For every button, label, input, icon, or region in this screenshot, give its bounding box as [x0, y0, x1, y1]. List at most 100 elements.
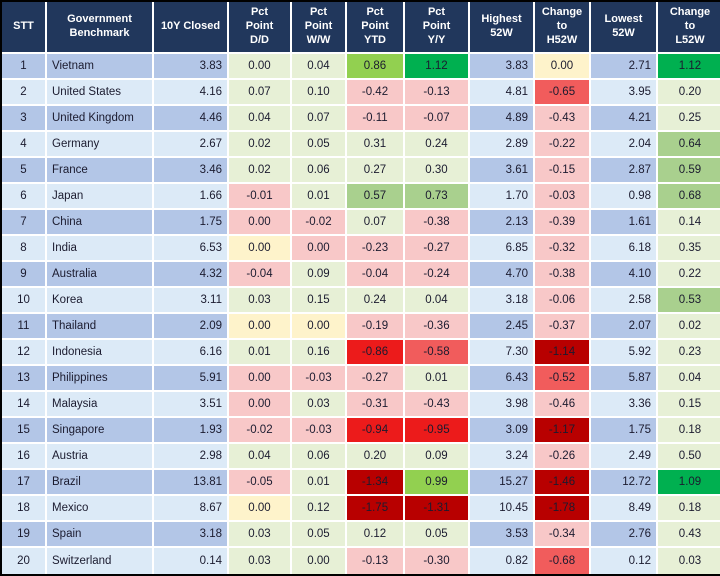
cell-high[interactable]: 4.81: [470, 80, 535, 106]
cell-chg_l[interactable]: 0.43: [658, 522, 720, 548]
cell-low[interactable]: 4.10: [591, 262, 658, 288]
cell-chg_l[interactable]: 0.18: [658, 418, 720, 444]
cell-chg_l[interactable]: 0.35: [658, 236, 720, 262]
cell-yy[interactable]: -0.58: [405, 340, 470, 366]
cell-stt[interactable]: 17: [2, 470, 47, 496]
cell-country[interactable]: Malaysia: [47, 392, 154, 418]
cell-ww[interactable]: 0.01: [292, 184, 347, 210]
cell-yy[interactable]: 0.09: [405, 444, 470, 470]
cell-ytd[interactable]: -0.11: [347, 106, 405, 132]
cell-ww[interactable]: 0.10: [292, 80, 347, 106]
cell-stt[interactable]: 15: [2, 418, 47, 444]
cell-country[interactable]: Singapore: [47, 418, 154, 444]
cell-chg_h[interactable]: -0.43: [535, 106, 591, 132]
cell-ww[interactable]: 0.01: [292, 470, 347, 496]
cell-high[interactable]: 6.43: [470, 366, 535, 392]
cell-closed[interactable]: 1.66: [154, 184, 229, 210]
cell-yy[interactable]: 1.12: [405, 54, 470, 80]
cell-ww[interactable]: 0.05: [292, 132, 347, 158]
cell-stt[interactable]: 1: [2, 54, 47, 80]
cell-low[interactable]: 2.76: [591, 522, 658, 548]
cell-ww[interactable]: 0.03: [292, 392, 347, 418]
cell-ytd[interactable]: 0.27: [347, 158, 405, 184]
cell-ww[interactable]: 0.16: [292, 340, 347, 366]
cell-ww[interactable]: 0.06: [292, 158, 347, 184]
cell-ytd[interactable]: -0.94: [347, 418, 405, 444]
cell-dd[interactable]: 0.03: [229, 548, 292, 574]
cell-high[interactable]: 3.24: [470, 444, 535, 470]
cell-country[interactable]: France: [47, 158, 154, 184]
cell-chg_h[interactable]: -0.03: [535, 184, 591, 210]
header-change-to-l52w[interactable]: Change to L52W: [658, 2, 720, 54]
cell-dd[interactable]: 0.00: [229, 392, 292, 418]
cell-chg_l[interactable]: 0.02: [658, 314, 720, 340]
cell-closed[interactable]: 5.91: [154, 366, 229, 392]
cell-closed[interactable]: 6.16: [154, 340, 229, 366]
cell-low[interactable]: 2.71: [591, 54, 658, 80]
cell-low[interactable]: 5.92: [591, 340, 658, 366]
cell-stt[interactable]: 12: [2, 340, 47, 366]
cell-yy[interactable]: 0.30: [405, 158, 470, 184]
cell-yy[interactable]: -0.30: [405, 548, 470, 574]
cell-chg_l[interactable]: 0.18: [658, 496, 720, 522]
cell-ww[interactable]: -0.03: [292, 418, 347, 444]
cell-stt[interactable]: 2: [2, 80, 47, 106]
cell-chg_l[interactable]: 0.14: [658, 210, 720, 236]
cell-low[interactable]: 4.21: [591, 106, 658, 132]
cell-chg_h[interactable]: -0.06: [535, 288, 591, 314]
cell-chg_h[interactable]: -0.68: [535, 548, 591, 574]
cell-yy[interactable]: -1.31: [405, 496, 470, 522]
header-change-to-h52w[interactable]: Change to H52W: [535, 2, 591, 54]
cell-chg_l[interactable]: 0.53: [658, 288, 720, 314]
cell-low[interactable]: 2.07: [591, 314, 658, 340]
cell-stt[interactable]: 6: [2, 184, 47, 210]
cell-country[interactable]: India: [47, 236, 154, 262]
cell-low[interactable]: 8.49: [591, 496, 658, 522]
cell-chg_h[interactable]: -0.37: [535, 314, 591, 340]
cell-dd[interactable]: 0.03: [229, 522, 292, 548]
cell-dd[interactable]: 0.01: [229, 340, 292, 366]
cell-dd[interactable]: 0.00: [229, 210, 292, 236]
cell-country[interactable]: Brazil: [47, 470, 154, 496]
cell-high[interactable]: 6.85: [470, 236, 535, 262]
cell-stt[interactable]: 7: [2, 210, 47, 236]
cell-chg_h[interactable]: -0.34: [535, 522, 591, 548]
cell-high[interactable]: 7.30: [470, 340, 535, 366]
cell-ytd[interactable]: -0.27: [347, 366, 405, 392]
cell-stt[interactable]: 16: [2, 444, 47, 470]
cell-stt[interactable]: 3: [2, 106, 47, 132]
cell-dd[interactable]: 0.00: [229, 236, 292, 262]
cell-yy[interactable]: 0.04: [405, 288, 470, 314]
cell-chg_l[interactable]: 0.68: [658, 184, 720, 210]
cell-stt[interactable]: 10: [2, 288, 47, 314]
cell-country[interactable]: Thailand: [47, 314, 154, 340]
cell-chg_h[interactable]: -0.52: [535, 366, 591, 392]
header-stt[interactable]: STT: [2, 2, 47, 54]
cell-ww[interactable]: 0.12: [292, 496, 347, 522]
cell-low[interactable]: 5.87: [591, 366, 658, 392]
cell-low[interactable]: 2.49: [591, 444, 658, 470]
cell-stt[interactable]: 20: [2, 548, 47, 574]
cell-chg_h[interactable]: -0.15: [535, 158, 591, 184]
cell-dd[interactable]: 0.00: [229, 314, 292, 340]
header-10y-closed[interactable]: 10Y Closed: [154, 2, 229, 54]
cell-chg_h[interactable]: -0.22: [535, 132, 591, 158]
cell-ytd[interactable]: -0.13: [347, 548, 405, 574]
cell-high[interactable]: 10.45: [470, 496, 535, 522]
cell-low[interactable]: 6.18: [591, 236, 658, 262]
cell-stt[interactable]: 5: [2, 158, 47, 184]
cell-closed[interactable]: 2.09: [154, 314, 229, 340]
header-highest-52w[interactable]: Highest 52W: [470, 2, 535, 54]
cell-ytd[interactable]: 0.31: [347, 132, 405, 158]
cell-yy[interactable]: -0.13: [405, 80, 470, 106]
cell-stt[interactable]: 8: [2, 236, 47, 262]
cell-ytd[interactable]: -0.42: [347, 80, 405, 106]
cell-yy[interactable]: 0.24: [405, 132, 470, 158]
cell-high[interactable]: 0.82: [470, 548, 535, 574]
cell-country[interactable]: Germany: [47, 132, 154, 158]
cell-stt[interactable]: 11: [2, 314, 47, 340]
cell-chg_l[interactable]: 0.15: [658, 392, 720, 418]
cell-closed[interactable]: 3.46: [154, 158, 229, 184]
cell-yy[interactable]: -0.38: [405, 210, 470, 236]
cell-high[interactable]: 4.70: [470, 262, 535, 288]
